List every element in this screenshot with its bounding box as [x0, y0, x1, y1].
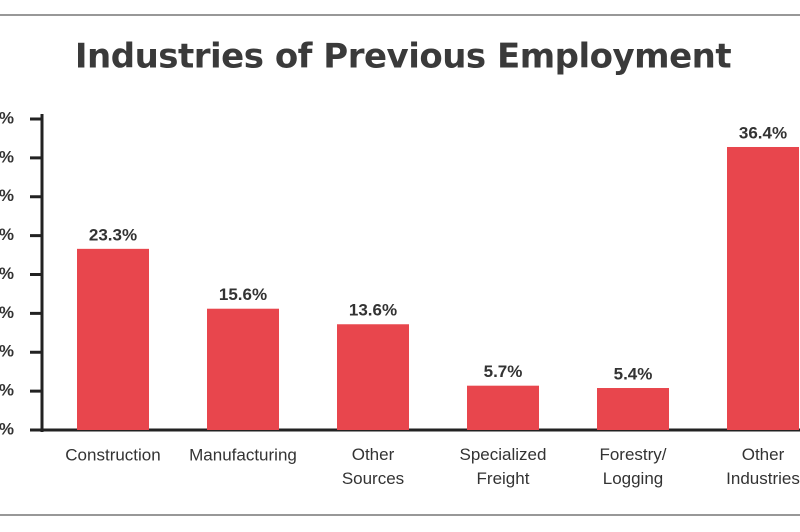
bar	[77, 248, 149, 430]
bar	[467, 385, 539, 430]
x-tick-label: Forestry/Logging	[599, 445, 666, 488]
y-tick-label: 25%	[0, 225, 14, 244]
x-tick-label: Other Sources	[342, 445, 404, 488]
y-tick-label: 35%	[0, 147, 14, 166]
bar	[727, 146, 799, 431]
y-tick-label: 20%	[0, 264, 14, 283]
x-tick-label: Construction	[65, 445, 160, 464]
y-tick-label: 0%	[0, 419, 14, 438]
chart-title: Industries of Previous Employment	[75, 37, 731, 77]
x-tick-label: Specialized Freight	[460, 445, 547, 488]
x-tick-label: Other Industries	[726, 445, 800, 488]
bar	[337, 324, 409, 430]
value-label: 13.6%	[349, 301, 397, 320]
y-tick-label: 40%	[0, 108, 14, 127]
y-tick-label: 5%	[0, 381, 14, 400]
y-tick-label: 30%	[0, 186, 14, 205]
bar	[207, 308, 279, 430]
x-tick-label: Manufacturing	[189, 445, 297, 464]
y-tick-label: 15%	[0, 303, 14, 322]
value-label: 5.7%	[484, 362, 523, 381]
value-label: 15.6%	[219, 285, 267, 304]
value-label: 36.4%	[739, 123, 787, 142]
y-tick-label: 10%	[0, 342, 14, 361]
value-label: 23.3%	[89, 225, 137, 244]
value-label: 5.4%	[614, 364, 653, 383]
bar	[597, 388, 669, 430]
